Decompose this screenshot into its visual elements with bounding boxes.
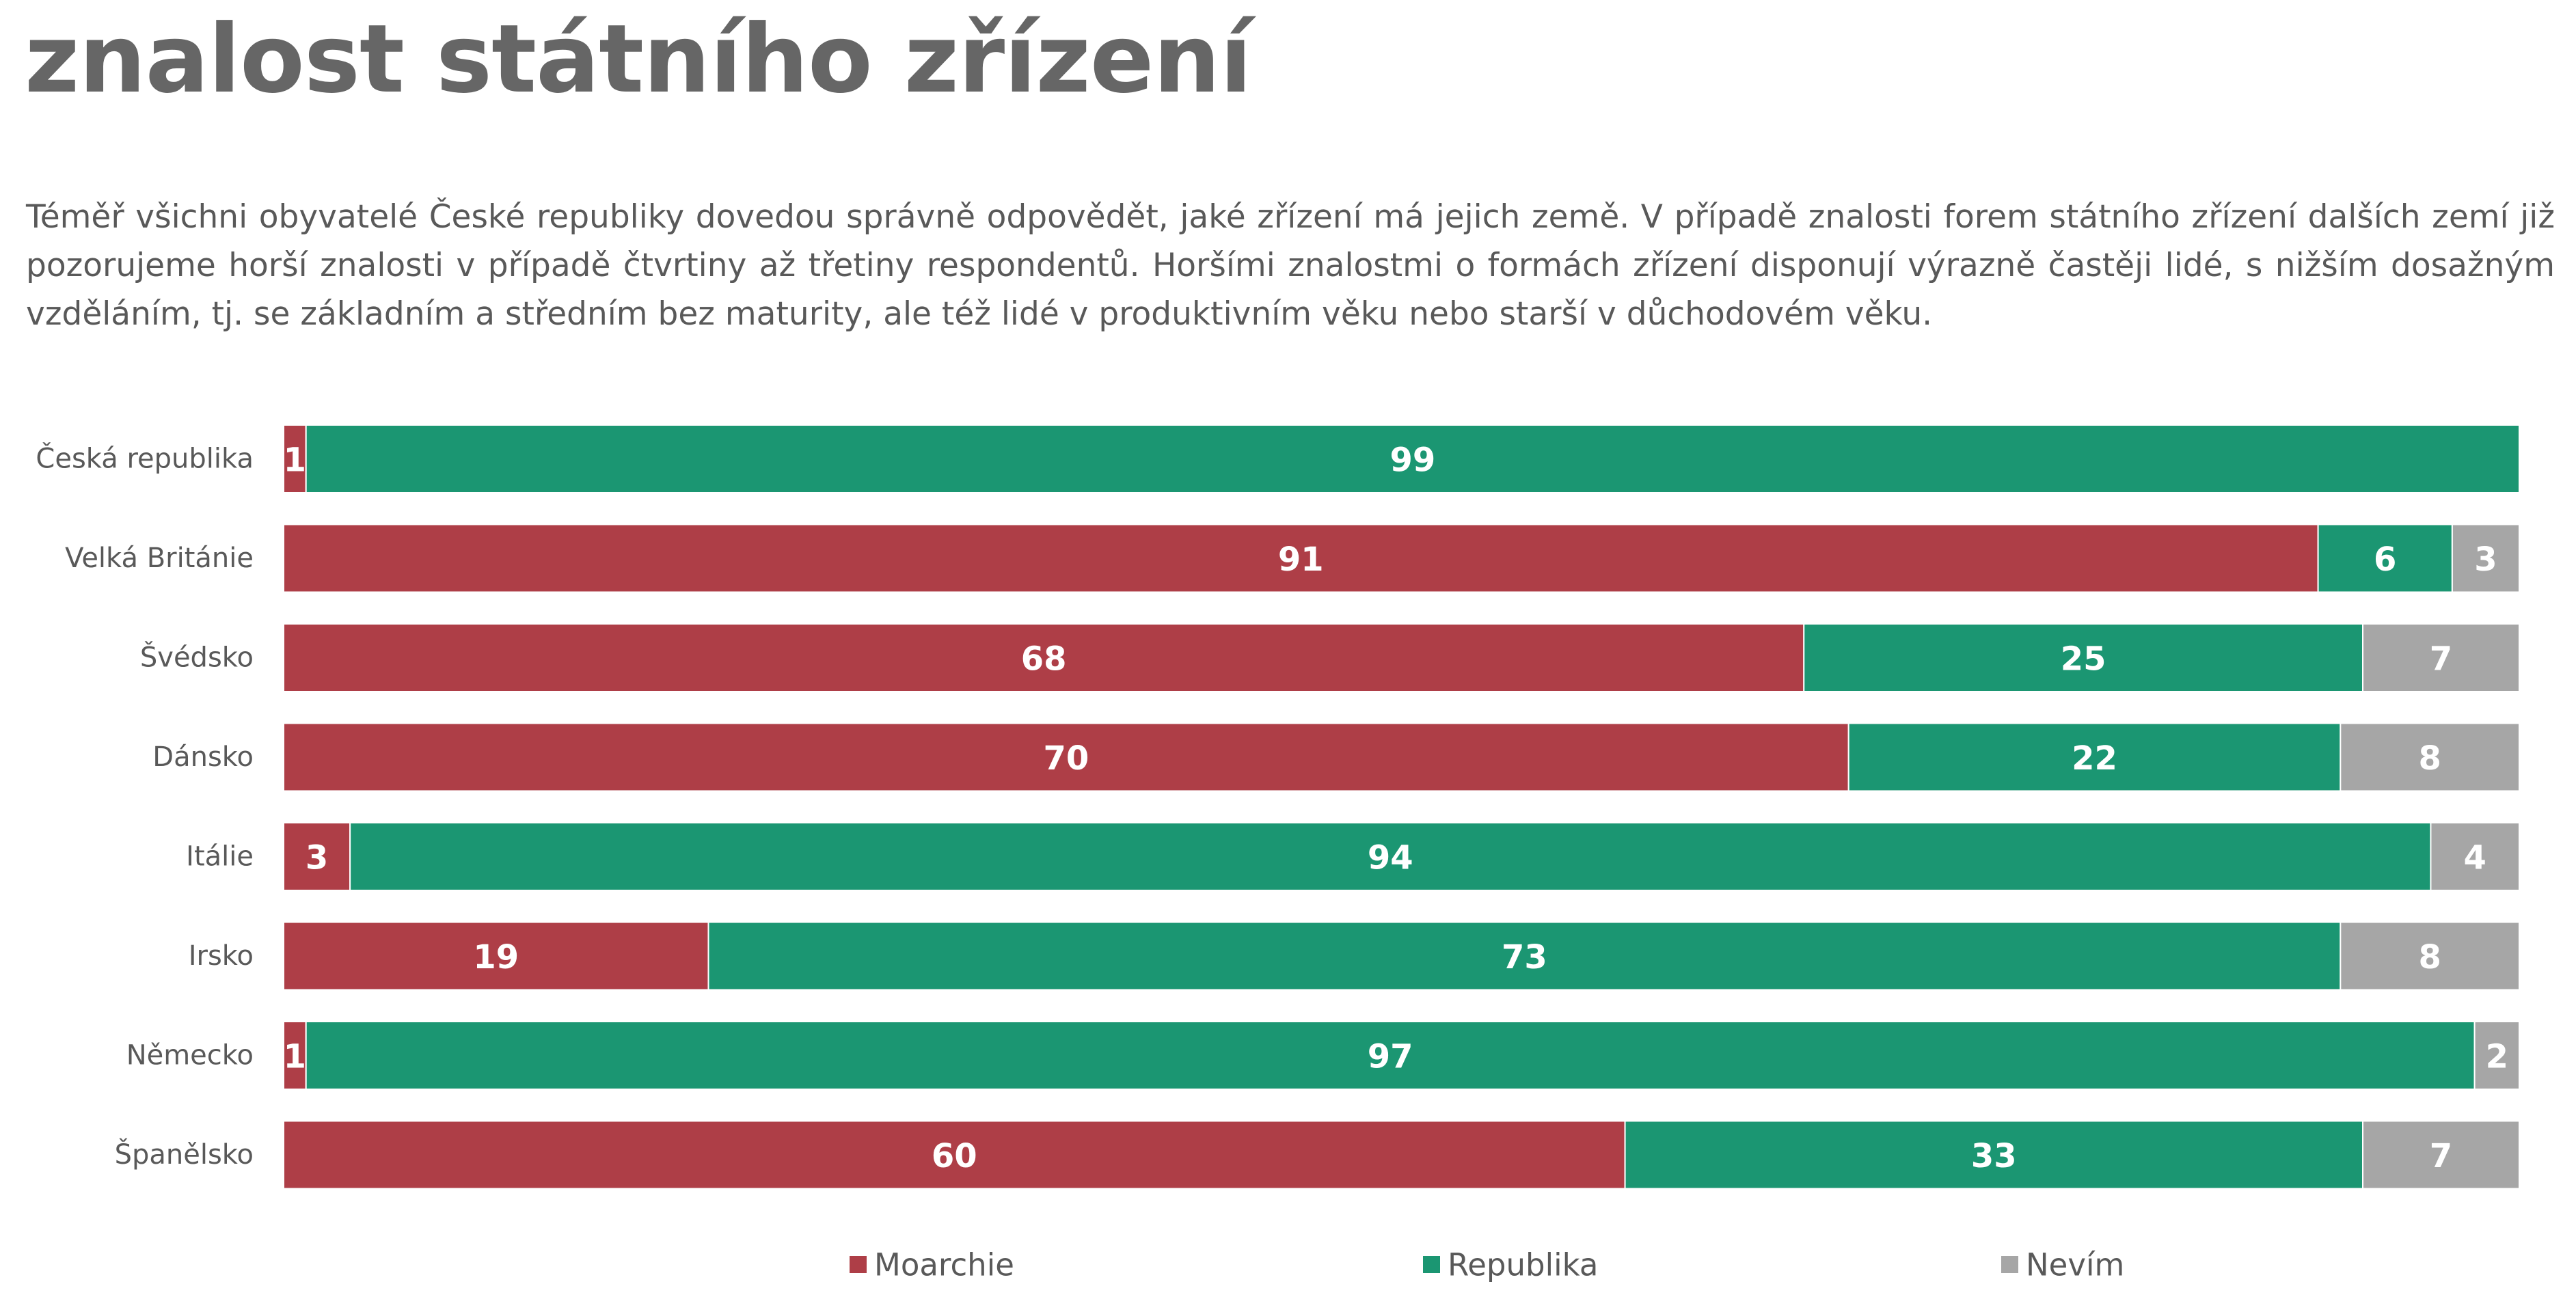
category-label-ceska-republika: Česká republika xyxy=(36,442,254,475)
value-label-nevim-dansko: 8 xyxy=(2418,739,2441,778)
value-label-republika-svedsko: 25 xyxy=(2061,640,2106,679)
legend-item-nevim: Nevím xyxy=(2001,1247,2124,1283)
bar-republika-svedsko xyxy=(1803,623,2364,692)
value-label-nevim-italie: 4 xyxy=(2464,839,2486,877)
legend-item-republika: Republika xyxy=(1423,1247,1598,1283)
bar-moarchie-irsko xyxy=(283,921,709,991)
value-label-moarchie-nemecko: 1 xyxy=(284,1038,306,1076)
bar-republika-spanelsko xyxy=(1624,1120,2364,1190)
legend-label-republika: Republika xyxy=(1448,1247,1598,1283)
bar-moarchie-dansko xyxy=(283,722,1849,792)
value-label-moarchie-irsko: 19 xyxy=(473,938,519,976)
bar-moarchie-svedsko xyxy=(283,623,1805,692)
value-label-republika-nemecko: 97 xyxy=(1368,1038,1413,1076)
category-label-dansko: Dánsko xyxy=(152,741,254,773)
bar-moarchie-ceska-republika xyxy=(283,424,307,493)
value-label-moarchie-dansko: 70 xyxy=(1043,739,1089,778)
bar-nevim-spanelsko xyxy=(2362,1120,2521,1190)
value-label-moarchie-italie: 3 xyxy=(306,839,328,877)
bar-moarchie-spanelsko xyxy=(283,1120,1626,1190)
bar-nevim-nemecko xyxy=(2473,1021,2521,1090)
legend-label-nevim: Nevím xyxy=(2026,1247,2124,1283)
value-label-republika-italie: 94 xyxy=(1368,839,1413,877)
bar-nevim-velka-britanie xyxy=(2451,523,2521,593)
value-label-republika-dansko: 22 xyxy=(2072,739,2117,778)
bar-nevim-svedsko xyxy=(2362,623,2521,692)
legend-label-moarchie: Moarchie xyxy=(874,1247,1014,1283)
value-label-nevim-irsko: 8 xyxy=(2418,938,2441,976)
bar-republika-nemecko xyxy=(305,1021,2476,1090)
bar-nevim-italie xyxy=(2430,822,2521,891)
legend-swatch-moarchie xyxy=(850,1256,867,1273)
value-label-nevim-velka-britanie: 3 xyxy=(2474,541,2497,579)
category-label-svedsko: Švédsko xyxy=(140,641,254,674)
bar-republika-velka-britanie xyxy=(2317,523,2453,593)
value-label-moarchie-ceska-republika: 1 xyxy=(284,441,306,480)
value-label-moarchie-spanelsko: 60 xyxy=(932,1137,977,1175)
value-label-moarchie-svedsko: 68 xyxy=(1021,640,1067,679)
bar-nevim-dansko xyxy=(2340,722,2521,792)
category-label-spanelsko: Španělsko xyxy=(115,1138,254,1171)
bar-moarchie-velka-britanie xyxy=(283,523,2319,593)
category-label-irsko: Irsko xyxy=(189,940,254,972)
value-label-republika-irsko: 73 xyxy=(1502,938,1547,976)
legend-item-moarchie: Moarchie xyxy=(850,1247,1014,1283)
value-label-nevim-svedsko: 7 xyxy=(2430,640,2452,679)
value-label-republika-ceska-republika: 99 xyxy=(1389,441,1435,480)
bar-republika-dansko xyxy=(1847,722,2342,792)
bar-republika-ceska-republika xyxy=(305,424,2521,493)
page-subtitle: Téměř všichni obyvatelé České republiky … xyxy=(26,198,2555,333)
category-label-nemecko: Německo xyxy=(126,1040,254,1071)
bar-moarchie-nemecko xyxy=(283,1021,307,1090)
page-title: znalost státního zřízení xyxy=(25,4,1252,114)
category-label-italie: Itálie xyxy=(186,841,254,873)
category-labels: Česká republika Velká Británie Švédsko Dáns… xyxy=(36,442,254,1171)
bar-republika-irsko xyxy=(707,921,2342,991)
bar-republika-italie xyxy=(349,822,2432,891)
legend-swatch-republika xyxy=(1423,1256,1440,1273)
legend-swatch-nevim xyxy=(2001,1256,2018,1273)
category-label-velka-britanie: Velká Británie xyxy=(65,543,254,574)
value-label-republika-spanelsko: 33 xyxy=(1971,1137,2017,1175)
bar-nevim-irsko xyxy=(2340,921,2521,991)
bars-group: 1 99 91 6 3 68 25 7 70 22 8 3 94 4 19 73 8 1 97 2 60 33 7 xyxy=(283,424,2521,1190)
value-label-republika-velka-britanie: 6 xyxy=(2374,541,2396,579)
value-label-nevim-spanelsko: 7 xyxy=(2430,1137,2452,1175)
value-label-moarchie-velka-britanie: 91 xyxy=(1278,541,1324,579)
legend: Moarchie Republika Nevím xyxy=(850,1247,2124,1283)
value-label-nevim-nemecko: 2 xyxy=(2486,1038,2508,1076)
